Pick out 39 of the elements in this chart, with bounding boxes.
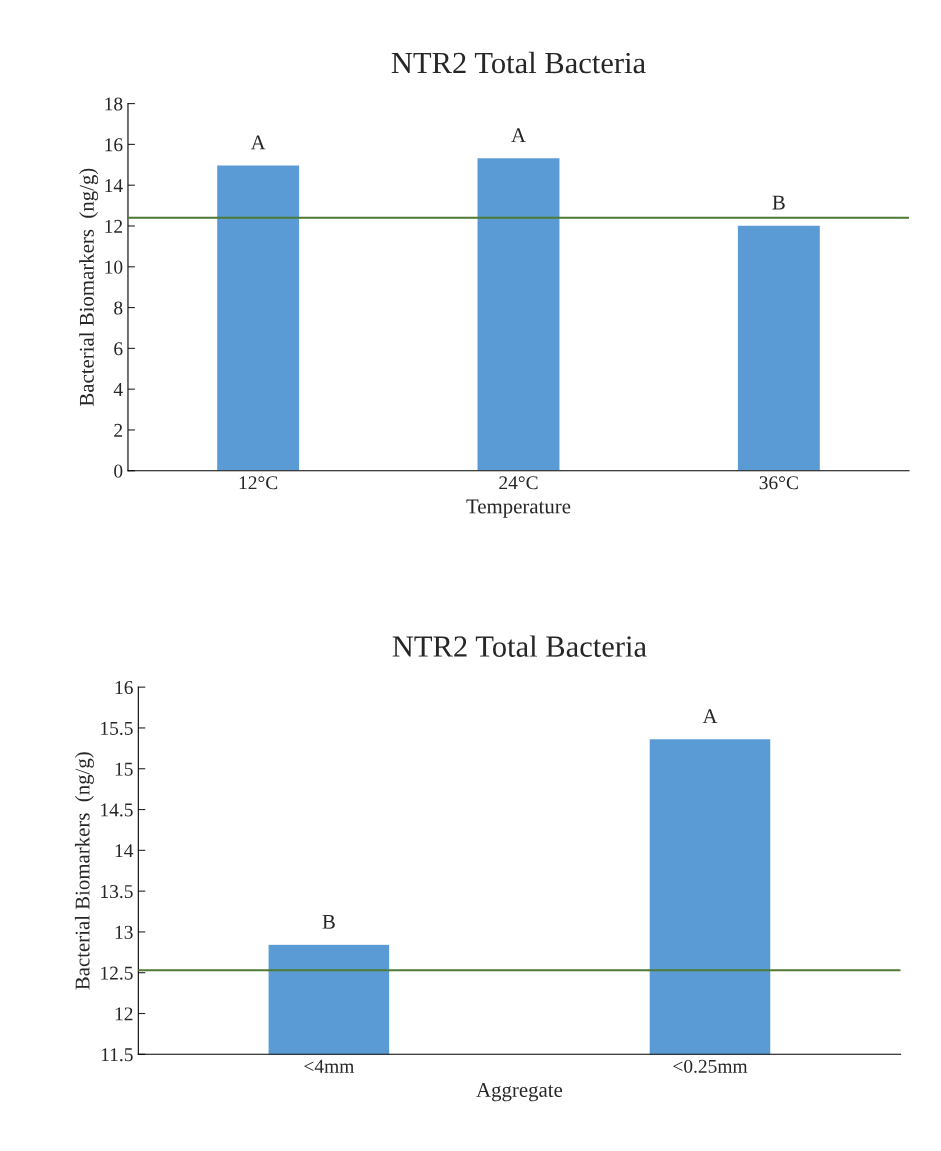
y-axis-title: Bacterial Biomarkers (ng/g) <box>74 752 94 990</box>
y-tick-label: 2 <box>114 423 123 437</box>
annotation: A <box>250 135 266 150</box>
y-tick-label: 4 <box>113 383 123 396</box>
annotation: A <box>702 709 718 723</box>
annotation: A <box>511 128 526 143</box>
y-tick-label: 11.5 <box>101 1048 133 1062</box>
y-tick-label: 13 <box>115 925 133 939</box>
y-tick-label: 16 <box>115 681 133 695</box>
chart-title: NTR2 Total Bacteria <box>392 635 647 657</box>
y-tick-label: 14 <box>105 179 123 192</box>
y-tick-label: 12 <box>105 219 123 233</box>
chart-title: NTR2 Total Bacteria <box>391 51 646 74</box>
bar <box>215 164 301 471</box>
y-tick-label: 6 <box>114 342 123 356</box>
x-tick-label: 24°C <box>499 476 538 490</box>
y-tick-label: 12.5 <box>101 966 133 980</box>
y-tick-label: 15 <box>115 762 133 776</box>
x-tick-label: 36°C <box>759 476 798 490</box>
y-tick-label: 14.5 <box>101 803 133 817</box>
x-axis-title: Temperature <box>466 499 571 518</box>
y-tick-label: 8 <box>114 301 123 315</box>
y-tick-label: 0 <box>114 464 123 478</box>
bar <box>736 224 822 471</box>
y-tick-label: 18 <box>105 97 123 111</box>
x-axis-title: Aggregate <box>476 1083 563 1102</box>
y-tick-label: 12 <box>115 1007 133 1021</box>
x-tick-label: <4mm <box>304 1059 355 1073</box>
y-tick-label: 15.5 <box>101 721 133 735</box>
y-tick-label: 13.5 <box>101 885 133 899</box>
y-tick-label: 14 <box>115 844 134 858</box>
bar <box>476 156 561 471</box>
annotation: B <box>772 195 785 210</box>
x-tick-label: <0.25mm <box>673 1059 748 1073</box>
x-tick-label: 12°C <box>239 476 278 490</box>
y-tick-label: 10 <box>105 260 123 274</box>
y-axis-title: Bacterial Biomarkers (ng/g) <box>79 168 99 407</box>
y-tick-label: 16 <box>105 138 123 152</box>
annotation: B <box>322 914 335 929</box>
